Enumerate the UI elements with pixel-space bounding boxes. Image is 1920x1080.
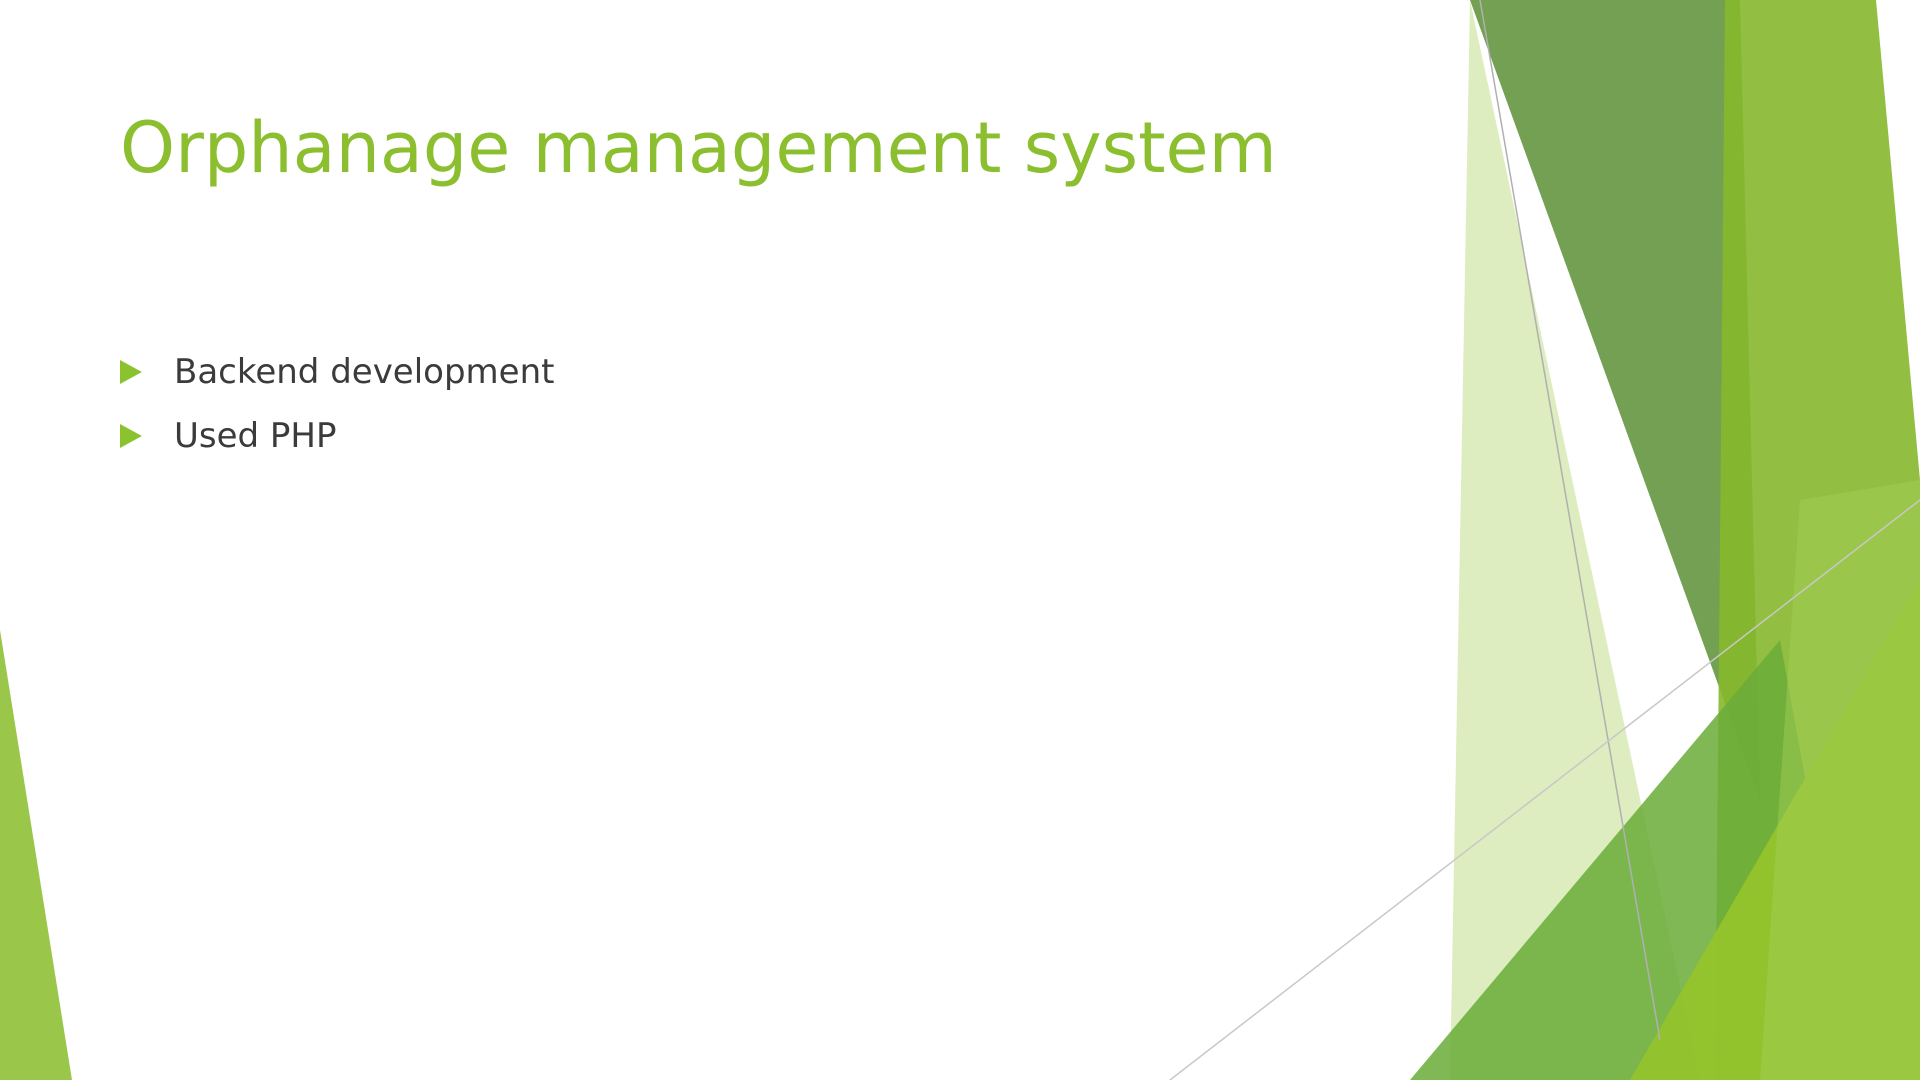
thin-line-diagonal — [1169, 499, 1920, 1080]
triangle-right-icon — [120, 424, 142, 448]
triangle-right-icon — [120, 360, 142, 384]
bright-lime-lower — [1630, 580, 1920, 1080]
bullet-list: Backend development Used PHP — [120, 340, 554, 468]
dark-green-shard — [1470, 0, 1760, 800]
bullet-item-backend: Backend development — [120, 340, 554, 404]
bullet-text: Used PHP — [174, 416, 337, 456]
slide-title: Orphanage management system — [120, 107, 1277, 189]
bullet-text: Backend development — [174, 352, 555, 392]
left-edge-shape — [0, 630, 72, 1080]
bullet-item-php: Used PHP — [120, 404, 554, 468]
light-overlay-right — [1760, 480, 1920, 1080]
thin-line-vertical — [1479, 0, 1661, 1041]
